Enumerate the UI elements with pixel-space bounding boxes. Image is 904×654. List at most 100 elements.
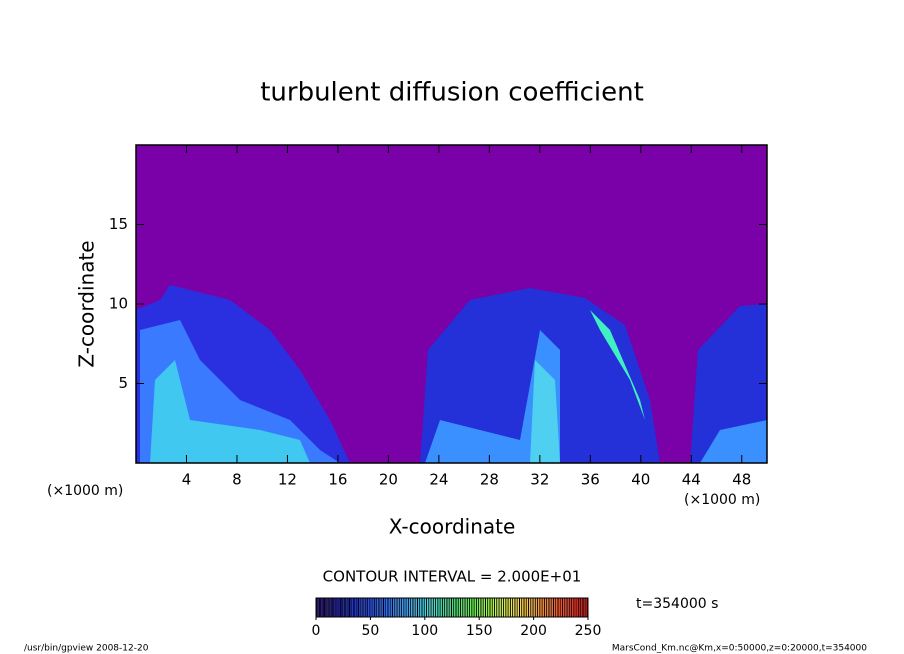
colorbar-stripe (461, 598, 463, 617)
colorbar-stripe (429, 598, 431, 617)
colorbar-stripe (515, 598, 517, 617)
colorbar-stripe (319, 598, 321, 617)
colorbar-stripe (449, 598, 451, 617)
colorbar-stripe (541, 598, 543, 617)
colorbar-tick-label: 0 (312, 623, 321, 639)
colorbar-stripe (318, 598, 320, 617)
colorbar-stripe (487, 598, 489, 617)
colorbar-stripe (395, 598, 397, 617)
colorbar-stripe (551, 598, 553, 617)
colorbar-stripe (346, 598, 348, 617)
colorbar-stripe (462, 598, 464, 617)
colorbar-stripe (531, 598, 533, 617)
colorbar-stripe (490, 598, 492, 617)
colorbar-stripe (353, 598, 355, 617)
colorbar-stripe (401, 598, 403, 617)
colorbar-stripe (337, 598, 339, 617)
colorbar-stripe (354, 598, 356, 617)
field-region (590, 310, 645, 420)
colorbar-stripe (537, 598, 539, 617)
colorbar-stripe (422, 598, 424, 617)
colorbar-stripe (330, 598, 332, 617)
colorbar-stripe (507, 598, 509, 617)
colorbar-stripe (339, 598, 341, 617)
colorbar-stripe (382, 598, 384, 617)
colorbar-tick-label: 200 (520, 623, 547, 639)
colorbar-stripe (379, 598, 381, 617)
colorbar-stripe (373, 598, 375, 617)
colorbar-stripe (412, 598, 414, 617)
colorbar-stripe (483, 598, 485, 617)
colorbar-stripe (428, 598, 430, 617)
colorbar-stripe (472, 598, 474, 617)
footer-left: /usr/bin/gpview 2008-12-20 (24, 644, 149, 654)
colorbar-tick-label: 250 (575, 623, 602, 639)
colorbar-stripe (336, 598, 338, 617)
colorbar-stripe (480, 598, 482, 617)
colorbar-stripe (582, 598, 584, 617)
colorbar-stripe (376, 598, 378, 617)
colorbar-frame (315, 597, 589, 618)
colorbar: 0 50 100 150 200 250 (312, 597, 602, 639)
colorbar-stripe (397, 598, 399, 617)
colorbar-stripe (469, 598, 471, 617)
colorbar-stripe (426, 598, 428, 617)
colorbar-stripe (418, 598, 420, 617)
colorbar-stripe (548, 598, 550, 617)
colorbar-stripe (321, 598, 323, 617)
colorbar-stripe (371, 598, 373, 617)
colorbar-stripe (334, 598, 336, 617)
colorbar-stripe (580, 598, 582, 617)
colorbar-stripe (481, 598, 483, 617)
colorbar-stripe (394, 598, 396, 617)
y-axis-label: Z-coordinate (75, 240, 99, 367)
colorbar-stripe (345, 598, 347, 617)
colorbar-stripe (496, 598, 498, 617)
colorbar-stripe (576, 598, 578, 617)
colorbar-stripe (393, 598, 395, 617)
colorbar-stripe (381, 598, 383, 617)
colorbar-stripe (325, 598, 327, 617)
colorbar-stripe (575, 598, 577, 617)
colorbar-stripe (342, 598, 344, 617)
colorbar-stripe (372, 598, 374, 617)
colorbar-stripe (396, 598, 398, 617)
colorbar-stripe (322, 598, 325, 617)
colorbar-stripe (528, 598, 530, 617)
colorbar-stripe (421, 598, 423, 617)
colorbar-stripe (465, 598, 467, 617)
colorbar-stripe (498, 598, 500, 617)
colorbar-stripe (457, 598, 459, 617)
colorbar-stripe (529, 598, 531, 617)
contour-interval: CONTOUR INTERVAL = 2.000E+01 (323, 568, 582, 586)
colorbar-stripe (446, 598, 448, 617)
colorbar-stripe (533, 598, 535, 617)
colorbar-stripe (559, 598, 561, 617)
colorbar-stripe (574, 598, 576, 617)
colorbar-stripe (316, 598, 318, 617)
colorbar-stripe (473, 598, 475, 617)
colorbar-stripe (565, 598, 567, 617)
colorbar-stripe (355, 598, 357, 617)
colorbar-stripe (378, 598, 380, 617)
colorbar-stripe (350, 598, 352, 617)
colorbar-stripe (384, 598, 386, 617)
colorbar-stripe (566, 598, 568, 617)
colorbar-stripe (380, 598, 382, 617)
colorbar-stripe (564, 598, 566, 617)
footer-right: MarsCond_Km.nc@Km,x=0:50000,z=0:20000,t=… (612, 644, 867, 654)
colorbar-stripe (359, 598, 361, 617)
x-unit-label: (×1000 m) (684, 492, 760, 508)
colorbar-stripe (440, 598, 442, 617)
colorbar-stripe (517, 598, 519, 617)
colorbar-stripe (358, 598, 360, 617)
colorbar-stripe (562, 598, 564, 617)
colorbar-stripe (494, 598, 496, 617)
colorbar-stripe (450, 598, 452, 617)
colorbar-stripe (503, 598, 505, 617)
colorbar-stripe (444, 598, 446, 617)
colorbar-stripe (386, 598, 388, 617)
colorbar-stripe (554, 598, 556, 617)
field-region (425, 330, 560, 463)
x-axis-label: X-coordinate (389, 515, 516, 539)
